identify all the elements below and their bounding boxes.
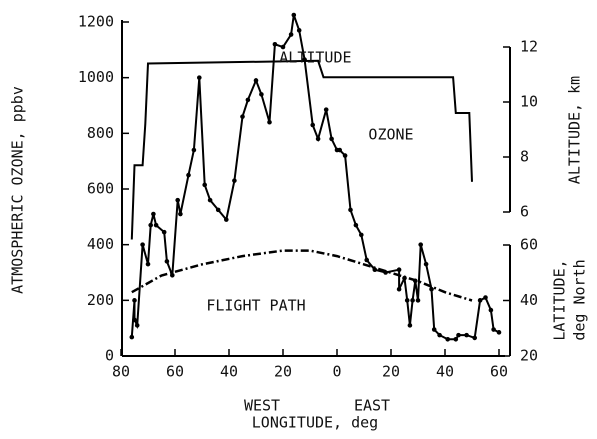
series-line xyxy=(130,59,473,240)
data-point xyxy=(483,295,488,300)
data-point xyxy=(418,242,424,247)
data-point xyxy=(175,197,180,203)
data-point xyxy=(364,257,370,263)
data-point xyxy=(310,122,316,128)
y-tick-label: 800 xyxy=(87,124,114,142)
data-point xyxy=(437,332,442,338)
y2-axis-title: ALTITUDE, km xyxy=(566,76,584,184)
data-point xyxy=(396,267,402,273)
data-point xyxy=(353,222,359,228)
data-point xyxy=(148,222,153,228)
data-point xyxy=(140,242,145,247)
y-tick-label: 200 xyxy=(87,291,114,309)
data-point xyxy=(178,211,183,217)
data-point xyxy=(153,222,159,228)
data-point xyxy=(215,207,221,213)
y3-axis-title: LATITUDE, xyxy=(551,259,569,340)
data-point xyxy=(267,119,272,125)
data-point xyxy=(296,28,302,33)
y2-tick-label: 10 xyxy=(520,93,538,111)
data-point xyxy=(423,261,429,267)
y-tick-label: 600 xyxy=(87,180,114,198)
data-point xyxy=(410,298,415,303)
x-tick-label: 40 xyxy=(220,363,238,381)
data-point xyxy=(396,286,402,292)
annotation: FLIGHT PATH xyxy=(206,297,305,315)
y3-axis-title: deg North xyxy=(571,259,589,340)
data-point xyxy=(496,330,502,335)
data-point xyxy=(145,261,151,267)
y-tick-label: 400 xyxy=(87,235,114,253)
data-point xyxy=(407,323,413,328)
data-point xyxy=(315,136,321,142)
x-axis-east: EAST xyxy=(354,397,390,415)
data-point xyxy=(272,41,278,47)
data-point xyxy=(477,298,483,303)
y-tick-label: 0 xyxy=(105,347,114,365)
data-point xyxy=(323,107,329,112)
data-point xyxy=(259,92,264,97)
y2-tick-label: 6 xyxy=(520,203,529,221)
x-axis-west: WEST xyxy=(244,397,280,415)
data-point xyxy=(245,97,251,103)
data-point xyxy=(342,153,348,158)
x-axis-title: LONGITUDE, deg xyxy=(252,414,378,432)
data-point xyxy=(337,147,343,153)
data-point xyxy=(207,197,213,203)
data-point xyxy=(491,327,496,332)
x-tick-label: 40 xyxy=(436,363,454,381)
data-point xyxy=(453,337,459,342)
data-point xyxy=(488,307,494,313)
data-point xyxy=(253,78,259,83)
data-point xyxy=(186,172,191,178)
annotation: OZONE xyxy=(368,126,413,144)
data-point xyxy=(288,32,294,37)
x-tick-label: 60 xyxy=(490,363,508,381)
data-point xyxy=(472,335,478,341)
data-point xyxy=(348,207,353,213)
data-point xyxy=(359,232,364,238)
y-axis-title: ATMOSPHERIC OZONE, ppbv xyxy=(9,86,27,294)
data-point xyxy=(429,286,434,292)
data-point xyxy=(280,44,286,50)
data-point xyxy=(151,211,156,217)
data-point xyxy=(456,332,461,338)
data-point xyxy=(431,327,437,332)
data-point xyxy=(232,178,237,183)
data-point xyxy=(404,298,410,303)
data-point xyxy=(129,334,135,340)
data-point xyxy=(240,114,245,119)
data-point xyxy=(197,75,202,80)
y-tick-label: 1000 xyxy=(78,68,114,86)
annotation: ALTITUDE xyxy=(279,49,351,67)
y2-tick-label: 12 xyxy=(520,38,538,56)
y3-tick-label: 40 xyxy=(520,291,538,309)
data-point xyxy=(132,298,137,303)
data-point xyxy=(191,147,197,153)
y3-tick-label: 60 xyxy=(520,236,538,254)
data-point xyxy=(445,337,451,342)
series-line xyxy=(131,249,473,302)
data-point xyxy=(291,12,297,18)
y-tick-label: 1200 xyxy=(78,13,114,31)
x-tick-label: 20 xyxy=(382,363,400,381)
data-point xyxy=(415,298,421,303)
data-point xyxy=(134,323,140,328)
x-tick-label: 80 xyxy=(112,363,130,381)
data-point xyxy=(161,229,167,235)
data-point xyxy=(164,259,170,264)
data-point xyxy=(224,217,229,222)
y2-tick-label: 8 xyxy=(520,148,529,166)
y3-tick-label: 20 xyxy=(520,347,538,365)
x-tick-label: 0 xyxy=(332,363,341,381)
data-point xyxy=(202,182,207,188)
data-point xyxy=(329,136,334,142)
data-point xyxy=(132,317,137,323)
x-tick-label: 60 xyxy=(166,363,184,381)
data-point xyxy=(464,332,469,338)
x-tick-label: 20 xyxy=(274,363,292,381)
